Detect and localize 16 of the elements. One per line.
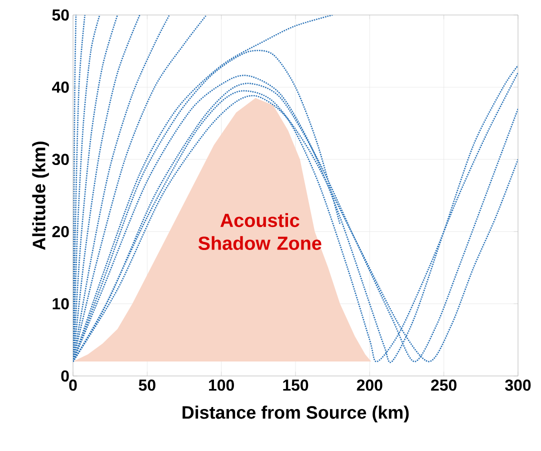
x-tick-label: 100 — [209, 380, 234, 391]
y-tick-label: 30 — [52, 154, 69, 166]
y-tick-label: 50 — [52, 9, 69, 21]
x-tick-label: 0 — [69, 380, 77, 391]
y-tick-label: 10 — [52, 298, 69, 310]
x-tick-label: 200 — [356, 380, 382, 391]
y-tick-label: 20 — [52, 226, 69, 238]
annotation: Acoustic Shadow Zone — [198, 213, 322, 250]
y-tick-label: 40 — [52, 82, 69, 93]
x-axis-title: Distance from Source (km) — [182, 406, 409, 422]
y-tick-label: 0 — [61, 370, 69, 382]
y-axis-title: Altitude (km) — [32, 142, 49, 250]
x-tick-label: 150 — [283, 380, 308, 391]
x-tick-label: 250 — [431, 380, 456, 391]
x-tick-label: 50 — [138, 380, 156, 391]
x-tick-label: 300 — [505, 380, 531, 391]
